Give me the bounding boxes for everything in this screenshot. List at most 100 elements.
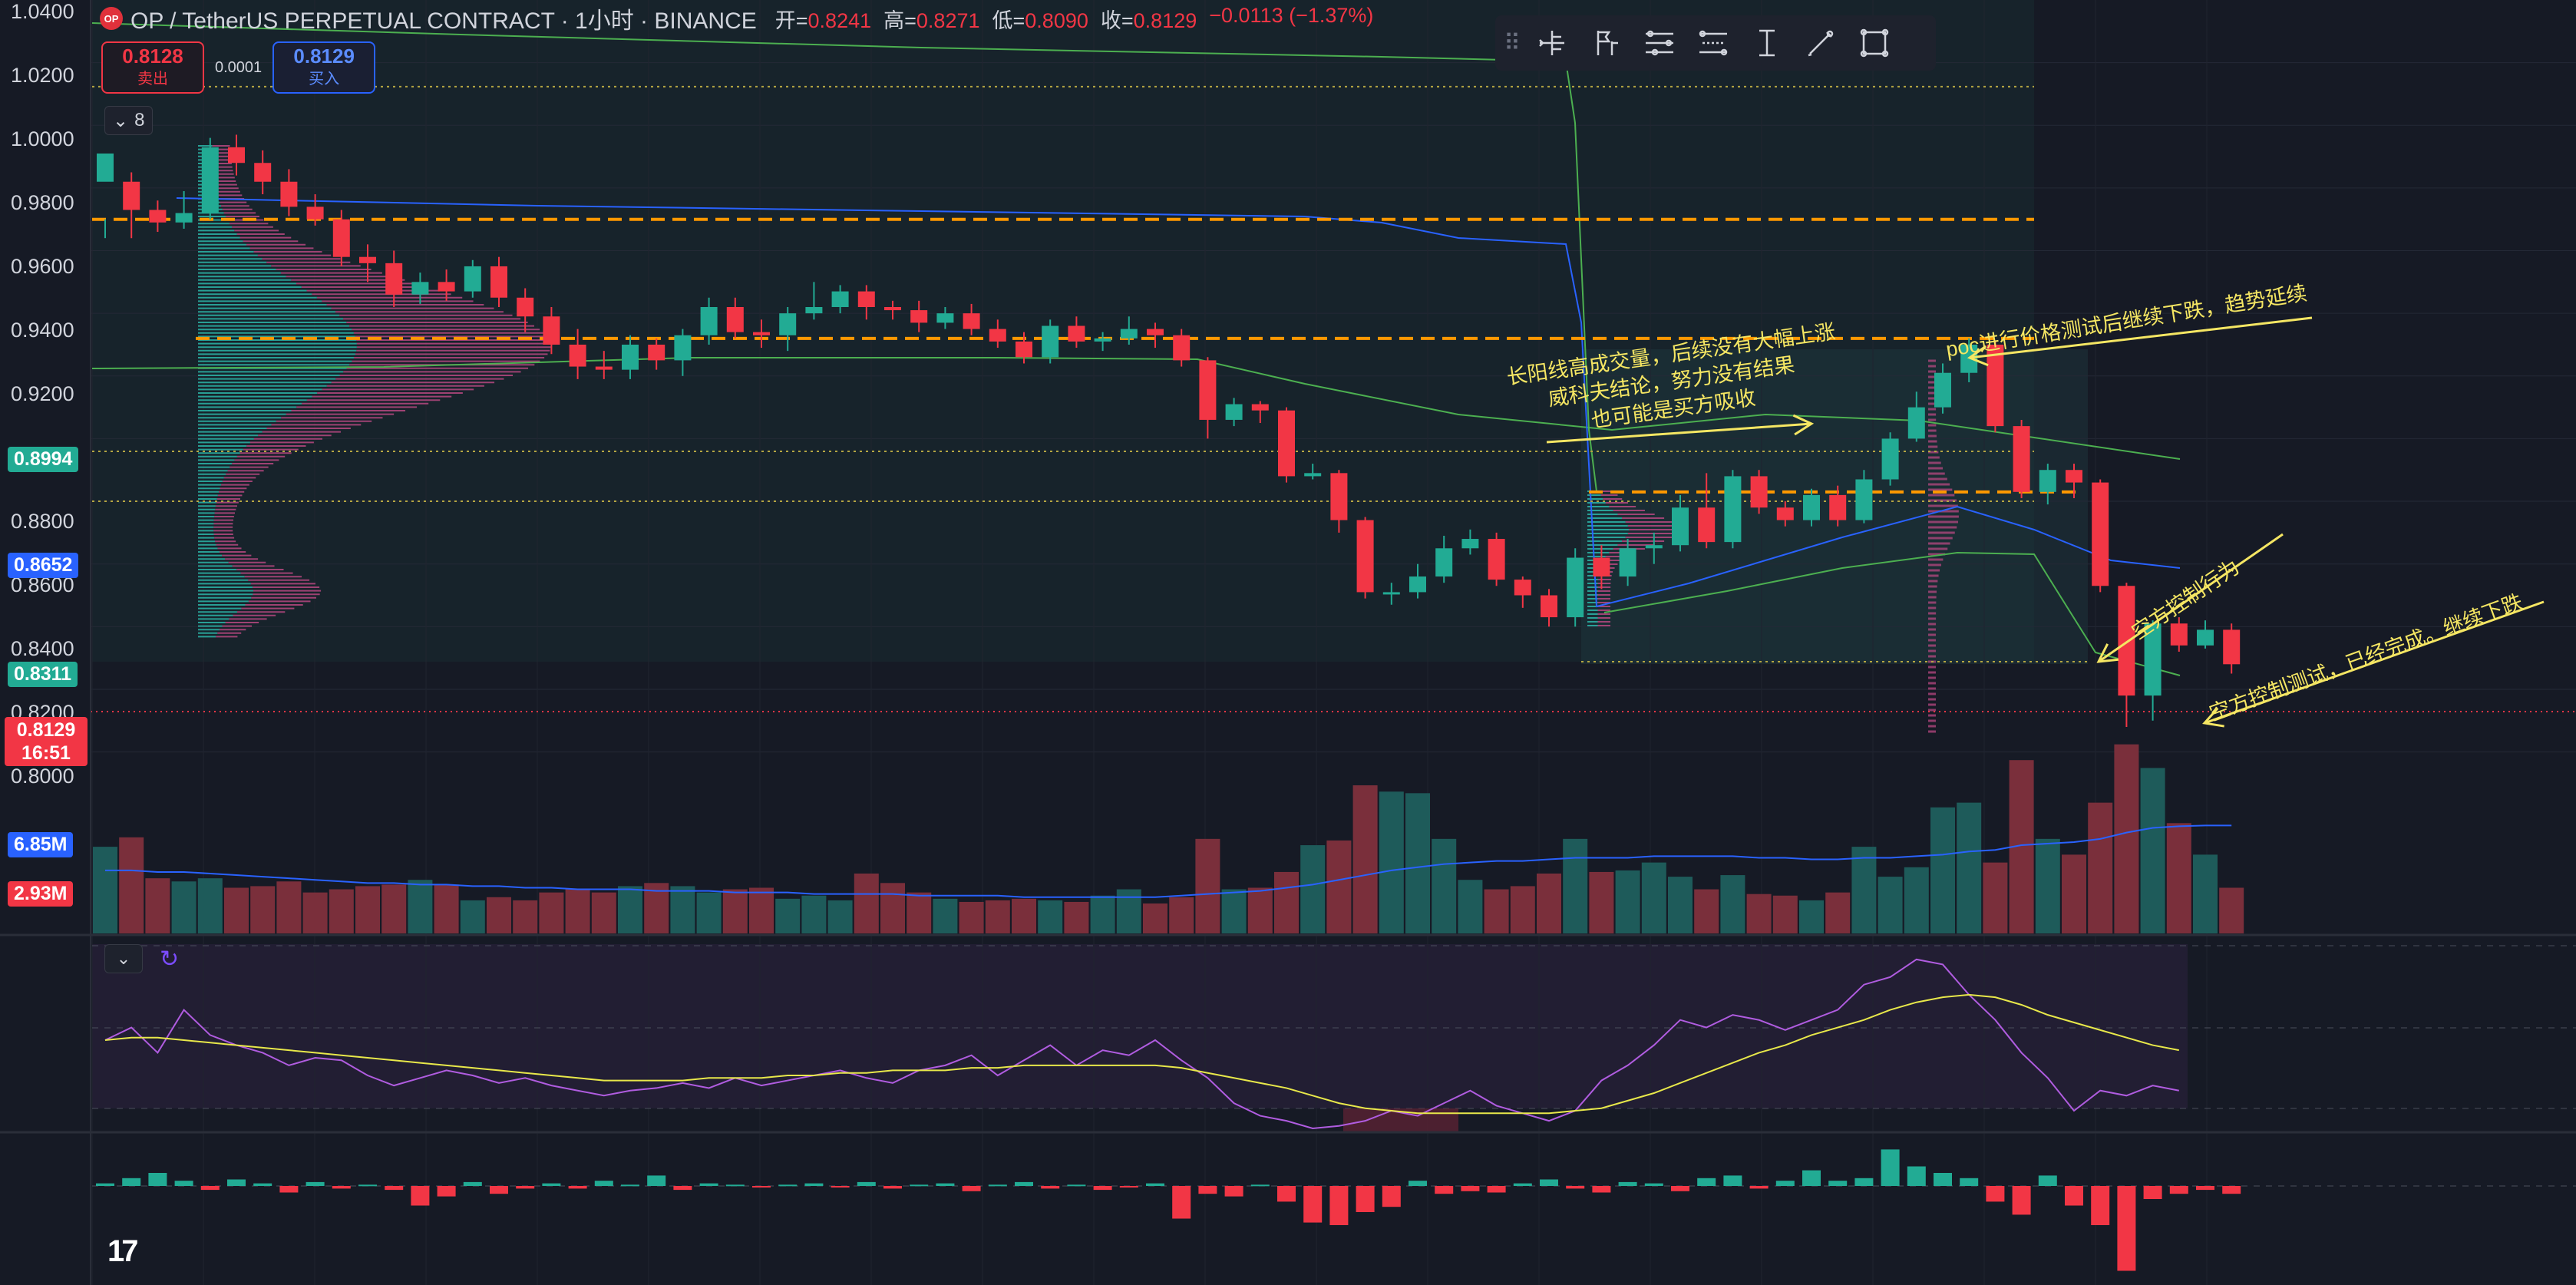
candle-body: [175, 213, 193, 223]
square-icon[interactable]: [1850, 20, 1899, 66]
volume-bar: [1563, 838, 1588, 933]
macd-bar: [778, 1184, 798, 1187]
candle-body: [910, 310, 928, 323]
volume-bar: [1195, 838, 1220, 933]
price-tick: 1.0200: [11, 64, 74, 87]
tradingview-logo[interactable]: 17: [107, 1234, 138, 1268]
volume-bar: [1589, 871, 1614, 933]
macd-bar: [621, 1184, 639, 1187]
macd-bar: [2196, 1186, 2214, 1191]
candle-body: [753, 332, 770, 335]
candle-body: [1409, 576, 1426, 593]
volume-bar: [827, 900, 853, 933]
macd-bar: [1041, 1186, 1060, 1189]
volume-bar: [119, 837, 144, 933]
sell-label: 卖出: [137, 71, 168, 88]
range-icon[interactable]: [1635, 20, 1684, 66]
volume-bar: [487, 897, 511, 933]
refresh-icon[interactable]: ↻: [160, 946, 180, 972]
measure-icon[interactable]: [1689, 20, 1738, 66]
volume-bar: [1432, 838, 1457, 933]
volume-bar: [2114, 744, 2139, 933]
fork-icon[interactable]: [1527, 20, 1577, 66]
volume-tag: 2.93M: [8, 881, 74, 907]
volume-ma-line: [105, 824, 2232, 898]
candle-body: [1173, 335, 1191, 361]
blue-ma-line: [176, 197, 2181, 608]
annotation-arrow-head: [2096, 643, 2119, 663]
annotation-arrow: [2204, 600, 2545, 725]
volume-bar: [1878, 877, 1903, 933]
macd-bar: [2117, 1186, 2136, 1271]
macd-bar: [1592, 1186, 1611, 1193]
volume-bar: [1038, 900, 1063, 933]
volume-bar: [1352, 785, 1378, 933]
macd-bar: [253, 1183, 272, 1186]
volume-bar: [801, 895, 827, 933]
pen-icon[interactable]: [1796, 20, 1845, 66]
symbol-title[interactable]: OP / TetherUS PERPETUAL CONTRACT · 1小时 ·…: [130, 8, 757, 34]
volume-bar: [1720, 875, 1745, 933]
candle-body: [1251, 404, 1269, 411]
macd-bar: [2091, 1186, 2110, 1225]
macd-bar: [1356, 1186, 1375, 1212]
indicators-toggle[interactable]: ⌄ 8: [104, 106, 154, 135]
volume-bar: [460, 900, 485, 933]
volume-ma-tag: 6.85M: [8, 832, 74, 857]
oscillator-toggle[interactable]: ⌄: [104, 944, 143, 973]
chart-header: OP OP / TetherUS PERPETUAL CONTRACT · 1小…: [100, 3, 1373, 34]
candle-body: [1068, 325, 1085, 342]
low-value: 0.8090: [1025, 8, 1088, 32]
volume-bar: [1012, 898, 1036, 933]
path-icon[interactable]: [1742, 20, 1792, 66]
candle-body: [1724, 476, 1742, 543]
volume-bar: [1221, 889, 1247, 933]
macd-bar: [1303, 1186, 1323, 1223]
macd-bar: [1828, 1181, 1848, 1186]
volume-bar: [985, 900, 1010, 933]
macd-bar: [2222, 1186, 2241, 1194]
candle-body: [989, 329, 1006, 342]
indicators-count: 8: [134, 110, 145, 130]
sell-button[interactable]: 0.8128 卖出: [101, 41, 204, 94]
volume-bar: [749, 887, 774, 933]
volume-bar: [1247, 887, 1273, 933]
candle-body: [1225, 404, 1243, 420]
buy-label: 买入: [309, 71, 340, 88]
candle-body: [1435, 548, 1453, 577]
rsi-line: [104, 958, 2179, 1130]
candle-body: [779, 313, 797, 335]
volume-bar: [1379, 791, 1404, 933]
symbol-logo-icon[interactable]: OP: [100, 7, 123, 30]
close-label: 收=: [1100, 8, 1134, 32]
price-tick: 0.9200: [11, 382, 74, 405]
macd-bar: [1618, 1181, 1637, 1186]
macd-bar: [332, 1186, 351, 1189]
volume-bar: [2140, 768, 2165, 933]
drawing-toolbar: ⠿: [1495, 15, 1936, 71]
price-tick: 0.8400: [11, 637, 74, 660]
macd-bar: [752, 1186, 771, 1188]
macd-bar: [1802, 1170, 1821, 1186]
macd-bar: [857, 1181, 876, 1186]
candle-body: [2066, 470, 2082, 483]
candle-body: [280, 181, 298, 207]
ma-green-tag: 0.8994: [8, 447, 79, 472]
trade-panel: 0.8128 卖出 0.0001 0.8129 买入: [101, 41, 376, 94]
flag-icon[interactable]: [1581, 20, 1630, 66]
volume-bar: [2193, 854, 2218, 933]
candle-body: [1356, 520, 1374, 593]
drag-handle-icon[interactable]: ⠿: [1504, 30, 1521, 56]
price-tick: 0.8800: [11, 510, 74, 533]
candle-body: [2170, 623, 2188, 646]
last-price-tag: 0.8129 16:51: [5, 717, 88, 766]
candle-body: [2144, 623, 2162, 696]
buy-button[interactable]: 0.8129 买入: [272, 41, 376, 94]
volume-bar: [1746, 894, 1772, 933]
volume-bar: [381, 884, 407, 933]
price-tick: 0.9400: [11, 319, 74, 342]
candle-body: [1593, 557, 1610, 577]
macd-bar: [804, 1183, 824, 1186]
